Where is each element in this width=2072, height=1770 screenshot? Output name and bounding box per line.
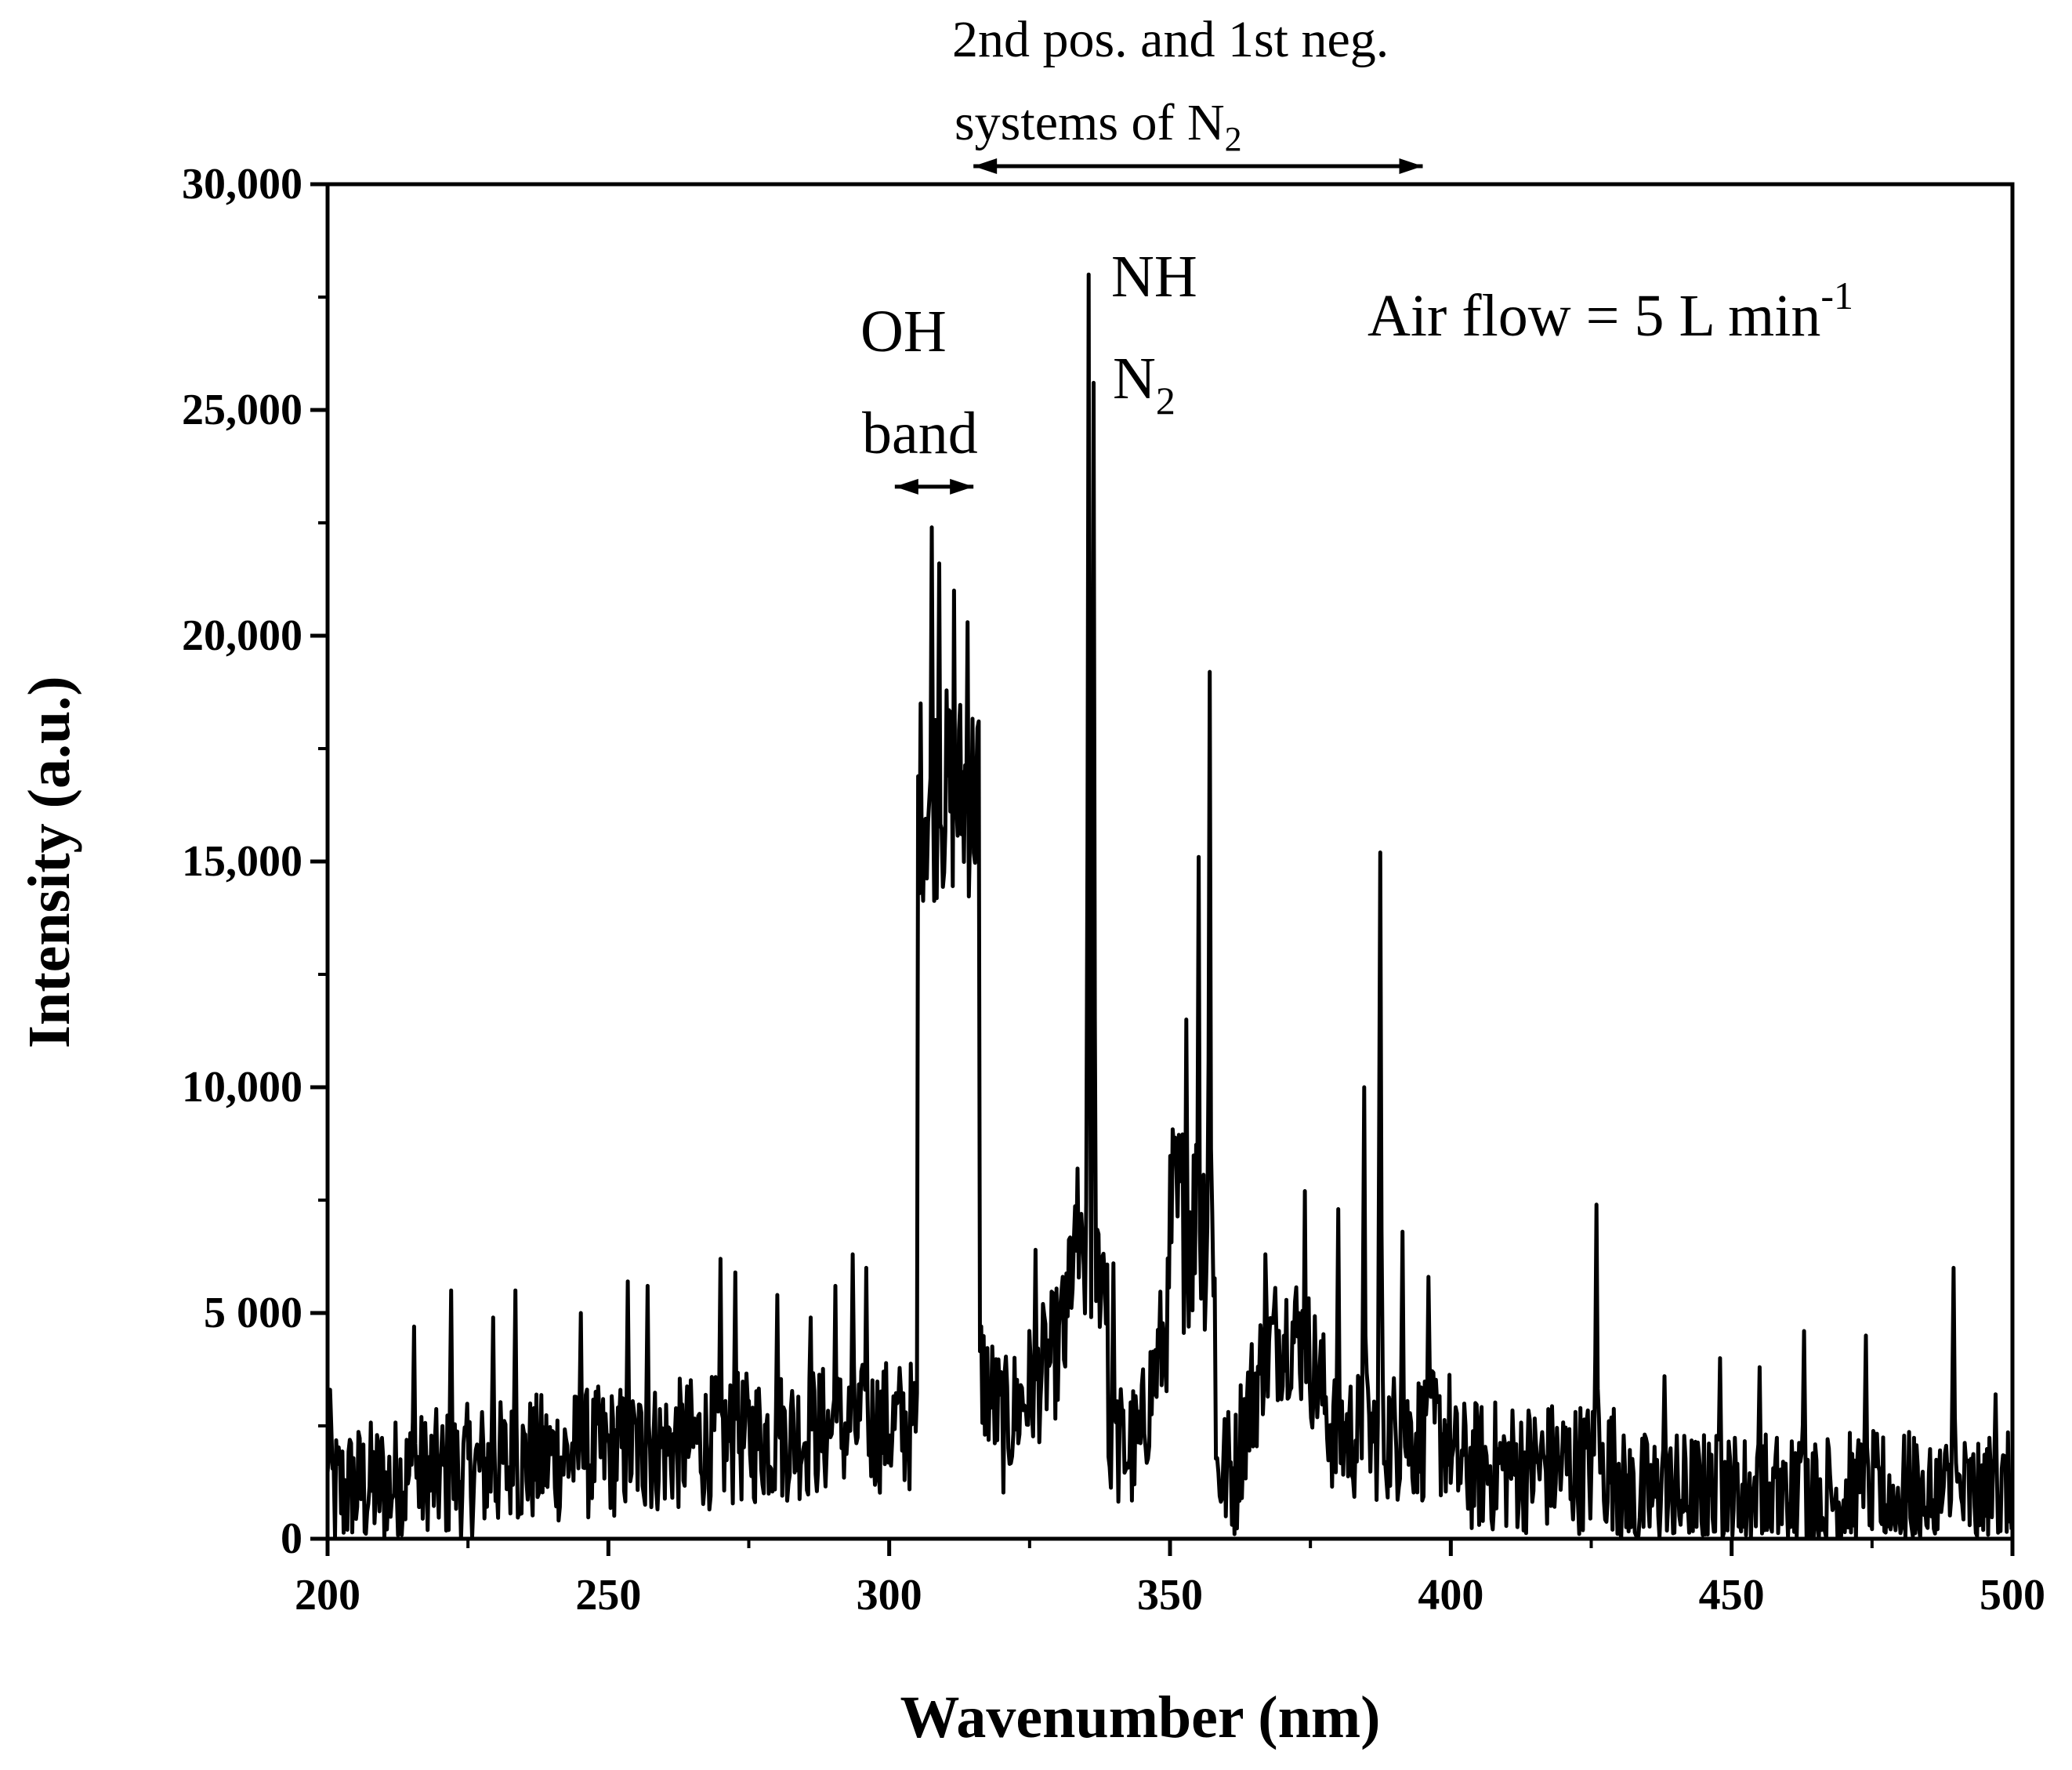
y-tick-label: 20,000 (182, 611, 302, 660)
annotation-n2-label: N2 (1113, 346, 1175, 423)
y-tick-label: 0 (281, 1514, 302, 1563)
y-tick-label: 5 000 (204, 1289, 302, 1337)
x-tick-label: 250 (575, 1571, 641, 1619)
x-tick-label: 200 (295, 1571, 360, 1619)
range-arrow-right-head (1399, 158, 1423, 174)
x-tick-label: 450 (1699, 1571, 1765, 1619)
y-axis-ticks: 0 5 000 10,000 15,000 20,000 25,000 30,000 (182, 160, 328, 1563)
x-axis-ticks: 200 250 300 350 400 450 500 (295, 1539, 2045, 1619)
legend-air-flow: Air flow = 5 L min-1 (1367, 274, 1853, 349)
y-tick-label: 10,000 (182, 1063, 302, 1112)
y-tick-label: 15,000 (182, 837, 302, 886)
annotation-n2-subscript: 2 (1156, 379, 1175, 423)
x-tick-label: 400 (1418, 1571, 1483, 1619)
annotation-oh-band-label: band (862, 401, 978, 466)
x-axis-title: Wavenumber (nm) (900, 1685, 1381, 1750)
spectrum-series-line (325, 272, 2014, 1541)
y-tick-label: 30,000 (182, 160, 302, 209)
x-tick-label: 500 (1980, 1571, 2045, 1619)
annotation-nh-label: NH (1111, 244, 1197, 310)
annotation-n2-systems-line1: 2nd pos. and 1st neg. (952, 11, 1389, 68)
annotation-n2-systems-subscript: 2 (1225, 120, 1242, 158)
legend-air-flow-superscript: -1 (1820, 274, 1853, 317)
annotation-oh-label: OH (860, 299, 947, 365)
oh-band-range-arrow (894, 478, 974, 495)
range-arrow-left-head (894, 478, 918, 495)
x-tick-label: 350 (1137, 1571, 1203, 1619)
range-arrow-right-head (950, 478, 974, 495)
annotation-n2-systems-line2: systems of N2 (954, 94, 1242, 158)
y-tick-label: 25,000 (182, 386, 302, 434)
y-axis-title: Intensity (a.u.) (16, 676, 82, 1048)
n2-systems-range-arrow (973, 158, 1423, 174)
range-arrow-left-head (973, 158, 998, 174)
x-tick-label: 300 (857, 1571, 922, 1619)
